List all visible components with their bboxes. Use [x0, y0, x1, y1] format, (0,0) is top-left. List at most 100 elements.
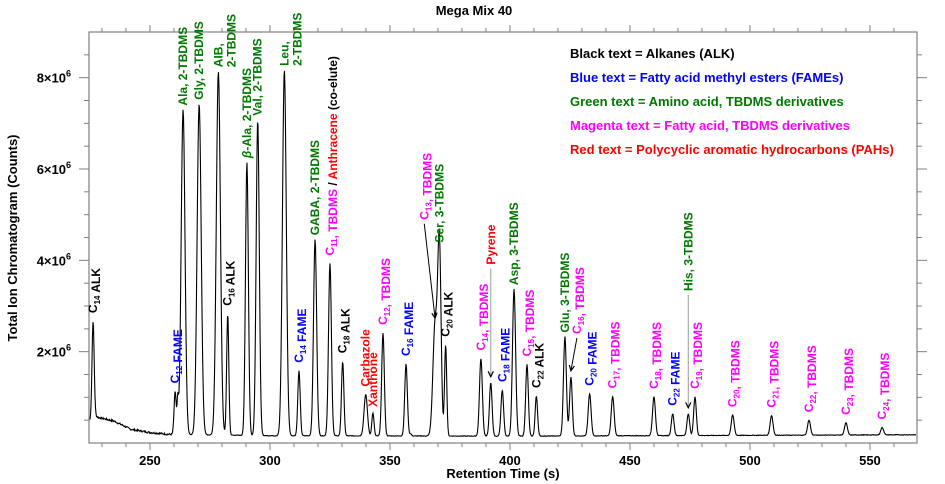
- y-tick-exponent: 6: [66, 343, 71, 353]
- label-text: C: [168, 374, 182, 383]
- label-text: , TBDMS: [379, 258, 393, 307]
- legend-entry: Red text = Polycyclic aromatic hydrocarb…: [570, 142, 894, 157]
- peak-label: C14 ALK: [86, 268, 103, 313]
- label-subscript: 19: [695, 371, 704, 380]
- label-text: Ala, 2-TBDMS: [176, 27, 190, 106]
- peak-label: C14 FAME: [292, 309, 309, 363]
- label-text: ALK: [224, 260, 238, 288]
- label-subscript: 16: [577, 316, 586, 325]
- legend-entry: Green text = Amino acid, TBDMS derivativ…: [570, 94, 844, 109]
- peak-label: Pyrene: [484, 224, 498, 264]
- peak-label: C20 ALK: [439, 291, 456, 336]
- label-text: , TBDMS: [805, 345, 819, 394]
- peak-label: His, 3-TBDMS: [681, 212, 695, 291]
- label-text: C: [570, 325, 584, 334]
- label-text: ALK: [339, 308, 353, 336]
- peak-label: Val, 2-TBDMS: [251, 38, 265, 115]
- peak-label: C18 ALK: [336, 308, 353, 353]
- chart-title: Mega Mix 40: [436, 3, 513, 18]
- y-tick-label: 2×106: [37, 343, 71, 360]
- label-text: C: [520, 348, 534, 357]
- label-subscript: 21: [772, 389, 781, 398]
- peak-label: C17, TBDMS: [606, 321, 623, 388]
- label-subscript: 15: [527, 338, 536, 347]
- axes: 250 300 350 400 450 500 550 2×106 4×106 6×106 8×10…: [37, 25, 927, 468]
- x-tick-label: 400: [499, 453, 521, 468]
- peak-label: Glu, 3-TBDMS: [558, 253, 572, 333]
- peak-label: C22 ALK: [529, 343, 546, 388]
- label-subscript: 14: [93, 295, 102, 304]
- label-text: β: [240, 150, 254, 159]
- label-text: C: [802, 403, 816, 412]
- label-subscript: 14: [299, 345, 308, 354]
- label-text: C: [292, 354, 306, 363]
- x-tick-label: 350: [379, 453, 401, 468]
- label-subscript: 22: [673, 388, 682, 397]
- y-tick-label: 8×106: [37, 69, 71, 86]
- y-tick-label: 4×106: [37, 251, 71, 268]
- x-tick-label: 500: [739, 453, 761, 468]
- peak-label: C19, TBDMS: [688, 322, 705, 389]
- peak-label: C22 FAME: [666, 352, 683, 406]
- x-tick-label: 300: [259, 453, 281, 468]
- label-text: Xanthone: [366, 352, 380, 407]
- label-text: , TBDMS: [691, 322, 705, 371]
- label-text: C: [726, 398, 740, 407]
- arrow-head-icon: [431, 312, 438, 320]
- label-text: FAME: [295, 309, 309, 346]
- label-text: C: [336, 344, 350, 353]
- peak-label: Leu,: [277, 41, 291, 66]
- label-text: Asp, 3-TBDMS: [507, 202, 521, 285]
- label-subscript: 17: [613, 370, 622, 379]
- peak-label: C13, TBDMS: [417, 153, 434, 220]
- label-text: Carbazole: [359, 329, 373, 387]
- peak-label: C22, TBDMS: [802, 345, 819, 412]
- label-text: -Ala, 2-TBDMS: [240, 68, 254, 151]
- label-text: Pyrene: [484, 224, 498, 264]
- legend-entry: Blue text = Fatty acid methyl esters (FA…: [570, 70, 843, 85]
- label-text: (co-elute): [326, 56, 340, 113]
- label-text: His, 3-TBDMS: [681, 212, 695, 291]
- label-subscript: 22: [809, 394, 818, 403]
- label-subscript: 12: [383, 307, 392, 316]
- label-text: C: [399, 347, 413, 356]
- label-text: , TBDMS: [420, 153, 434, 202]
- y-tick-exponent: 6: [66, 69, 71, 79]
- label-text: , TBDMS: [878, 353, 892, 402]
- label-subscript: 16: [406, 338, 415, 347]
- label-text: ALK: [89, 268, 103, 296]
- label-subscript: 12: [175, 365, 184, 374]
- label-text: Ser, 3-TBDMS: [432, 164, 446, 243]
- label-text: C: [86, 304, 100, 313]
- peak-label: C15, TBDMS: [520, 290, 537, 357]
- label-subscript: 18: [502, 364, 511, 373]
- label-subscript: 20: [446, 319, 455, 328]
- label-text: FAME: [498, 328, 512, 365]
- label-text: Leu,: [277, 41, 291, 66]
- label-text: , TBDMS: [573, 267, 587, 316]
- label-text: , TBDMS: [650, 322, 664, 371]
- label-text: , TBDMS: [523, 290, 537, 339]
- peak-label: C12 FAME: [168, 329, 185, 383]
- label-text: C: [765, 399, 779, 408]
- label-text: ALK: [442, 291, 456, 319]
- label-text: C: [417, 211, 431, 220]
- peak-label: C16, TBDMS: [570, 267, 587, 334]
- label-subscript: 22: [536, 370, 545, 379]
- label-text: , TBDMS: [768, 341, 782, 390]
- y-tick-exponent: 6: [66, 251, 71, 261]
- label-text: C: [606, 379, 620, 388]
- label-text: 2-TBDMS: [290, 13, 304, 66]
- x-tick-label: 550: [859, 453, 881, 468]
- peak-label: C11, TBDMS / Anthracene (co-elute): [323, 56, 340, 255]
- arrow-head-icon: [568, 364, 575, 373]
- label-subscript: 14: [481, 332, 490, 341]
- label-subscript: 20: [590, 368, 599, 377]
- label-subscript: 16: [228, 288, 237, 297]
- label-text: , TBDMS: [842, 348, 856, 397]
- legend: Black text = Alkanes (ALK) Blue text = Fa…: [570, 46, 894, 157]
- y-tick-exponent: 6: [66, 160, 71, 170]
- label-text: FAME: [586, 331, 600, 368]
